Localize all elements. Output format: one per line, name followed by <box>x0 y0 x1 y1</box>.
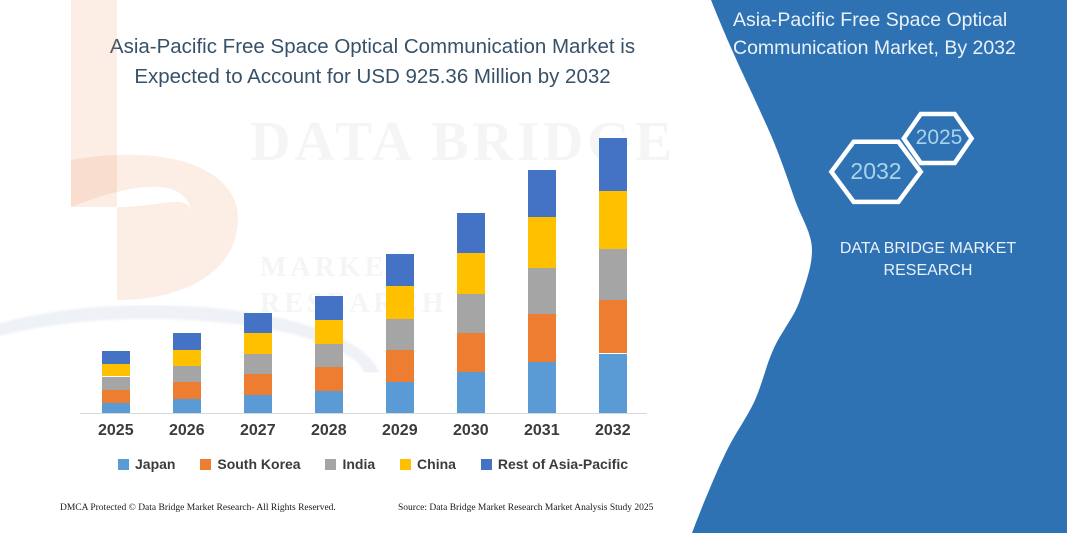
svg-text:2032: 2032 <box>850 158 901 184</box>
svg-text:2025: 2025 <box>916 126 963 149</box>
